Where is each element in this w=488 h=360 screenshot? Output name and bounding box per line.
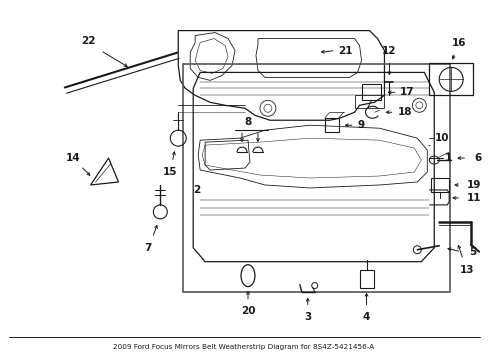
Text: 6: 6 bbox=[473, 153, 480, 163]
Bar bbox=[428, 63, 472, 95]
Bar bbox=[324, 118, 338, 132]
Text: 20: 20 bbox=[240, 306, 255, 316]
Text: 11: 11 bbox=[466, 193, 481, 203]
Bar bbox=[361, 84, 381, 100]
Text: 5: 5 bbox=[468, 247, 475, 257]
Text: 18: 18 bbox=[397, 107, 411, 117]
Text: 19: 19 bbox=[466, 180, 481, 190]
Text: 21: 21 bbox=[337, 45, 351, 55]
Text: 8: 8 bbox=[244, 117, 251, 127]
Text: 17: 17 bbox=[399, 87, 413, 97]
Text: 7: 7 bbox=[144, 243, 152, 253]
Text: 13: 13 bbox=[459, 265, 473, 275]
Text: 4: 4 bbox=[362, 312, 369, 323]
Text: 2009 Ford Focus Mirrors Belt Weatherstrip Diagram for 8S4Z-5421456-A: 2009 Ford Focus Mirrors Belt Weatherstri… bbox=[113, 345, 374, 350]
Text: 15: 15 bbox=[163, 167, 177, 177]
Text: 9: 9 bbox=[357, 120, 364, 130]
Bar bbox=[183, 64, 449, 292]
Text: 12: 12 bbox=[382, 45, 396, 55]
Text: 1: 1 bbox=[444, 153, 451, 163]
Bar bbox=[430, 178, 448, 192]
Text: 22: 22 bbox=[81, 36, 96, 46]
Text: 16: 16 bbox=[451, 37, 466, 48]
Text: 14: 14 bbox=[65, 153, 80, 163]
Text: -: - bbox=[427, 141, 430, 150]
Text: 10: 10 bbox=[434, 133, 449, 143]
Text: 3: 3 bbox=[304, 312, 311, 323]
Bar bbox=[359, 270, 373, 288]
Text: 2: 2 bbox=[193, 185, 201, 195]
